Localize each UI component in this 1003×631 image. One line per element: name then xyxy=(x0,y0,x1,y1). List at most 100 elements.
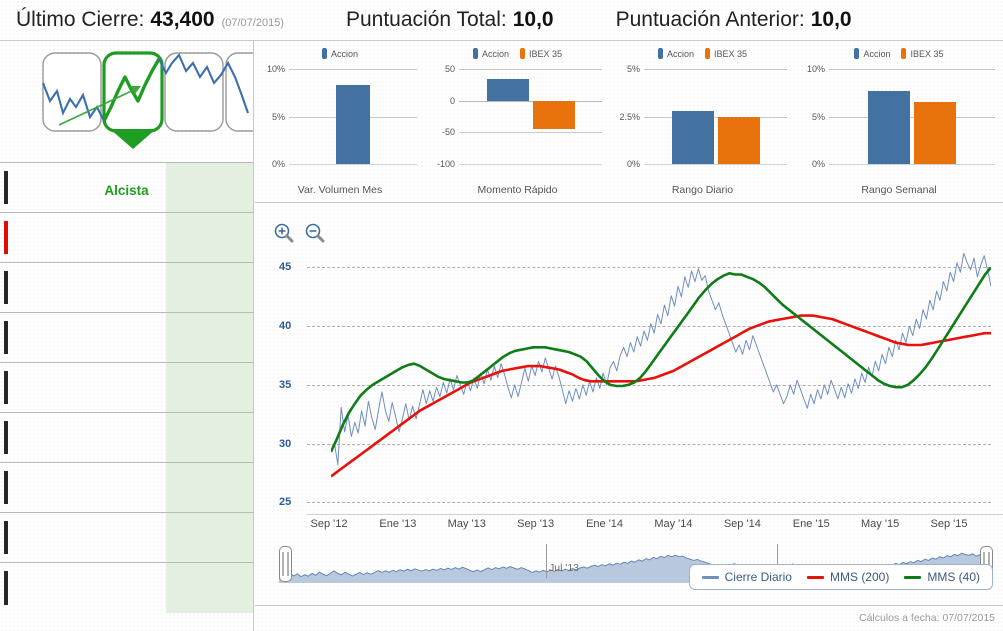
info-icon[interactable] xyxy=(144,512,166,563)
info-icon[interactable] xyxy=(144,312,166,363)
indicator-row[interactable] xyxy=(0,562,253,613)
indicator-row[interactable] xyxy=(0,412,253,463)
indicator-status-bar xyxy=(4,571,8,605)
zoom-out-icon[interactable] xyxy=(304,222,326,244)
indicator-name xyxy=(0,212,144,263)
indicator-row[interactable] xyxy=(0,462,253,513)
gridline: 10% xyxy=(807,64,995,74)
info-icon[interactable] xyxy=(144,162,166,213)
legend-item[interactable]: IBEX 35 xyxy=(901,48,944,59)
indicator-value xyxy=(166,412,253,463)
mini-chart-plot: -100 -50 0 50 xyxy=(437,64,602,169)
indicator-name xyxy=(0,562,144,613)
mini-charts-strip: Accion 0% 5% 10% Var. Volumen Mes Accion IBEX … xyxy=(255,42,1003,203)
trend-stage-widget xyxy=(0,41,285,161)
legend-item[interactable]: MMS (40) xyxy=(904,570,980,584)
indicator-name xyxy=(0,312,144,363)
navigator-handle-left[interactable] xyxy=(279,546,292,582)
info-icon[interactable] xyxy=(144,462,166,513)
indicator-name xyxy=(0,362,144,413)
x-axis-tick-label: Ene '15 xyxy=(792,518,830,530)
info-icon[interactable] xyxy=(144,212,166,263)
legend-label: Accion xyxy=(863,48,891,59)
navigator-tick xyxy=(546,544,547,578)
mini-chart: Accion IBEX 35 -100 -50 0 50 Momento Rápido xyxy=(425,42,610,202)
y-axis-tick-label: 5% xyxy=(626,64,640,74)
gridline xyxy=(307,443,991,445)
x-axis-tick-label: Sep '13 xyxy=(517,518,555,530)
legend-line-swatch xyxy=(806,575,824,579)
y-axis-tick-label: 10% xyxy=(266,64,285,74)
indicator-status-bar xyxy=(4,321,8,354)
gridline xyxy=(307,384,991,386)
legend-item[interactable]: IBEX 35 xyxy=(704,48,748,59)
bar[interactable] xyxy=(336,85,370,164)
legend-item[interactable]: Cierre Diario xyxy=(701,570,792,584)
last-close-value: 43,400 xyxy=(150,8,215,31)
legend-label: Accion xyxy=(666,48,694,59)
legend-item[interactable]: Accion xyxy=(657,48,694,59)
gridline xyxy=(307,267,991,269)
legend-label: Cierre Diario xyxy=(724,570,792,584)
info-icon[interactable] xyxy=(144,262,166,313)
gridline: -50 xyxy=(442,127,602,137)
legend-swatch xyxy=(321,48,327,59)
mini-chart-title: Momento Rápido xyxy=(477,184,558,196)
gridline: 0% xyxy=(272,159,417,169)
bar[interactable] xyxy=(717,117,760,164)
legend-item[interactable]: IBEX 35 xyxy=(519,48,562,59)
series-line xyxy=(331,266,991,453)
indicator-row[interactable] xyxy=(0,212,253,263)
indicator-row[interactable] xyxy=(0,162,253,213)
mini-chart-plot: 0% 5% 10% xyxy=(807,64,995,169)
trend-pointer-triangle xyxy=(110,129,156,149)
indicator-value xyxy=(166,512,253,563)
legend-item[interactable]: Accion xyxy=(472,48,509,59)
total-score-value: 10,0 xyxy=(512,8,554,31)
y-axis-tick-label: 30 xyxy=(279,437,292,450)
legend-item[interactable]: Accion xyxy=(321,48,358,59)
bar[interactable] xyxy=(914,102,956,164)
zoom-in-icon[interactable] xyxy=(273,222,295,244)
bar[interactable] xyxy=(486,78,529,101)
y-axis-tick-label: 2.5% xyxy=(619,111,640,122)
indicator-row[interactable] xyxy=(0,262,253,313)
gridline xyxy=(307,326,991,328)
info-icon[interactable] xyxy=(144,412,166,463)
indicator-name xyxy=(0,162,144,213)
x-axis-tick-label: Ene '14 xyxy=(586,518,624,530)
legend-swatch xyxy=(519,48,525,59)
bar[interactable] xyxy=(671,110,714,164)
legend-item[interactable]: MMS (200) xyxy=(806,570,889,584)
last-close-group: Último Cierre: 43,400 (07/07/2015) xyxy=(16,8,284,32)
indicator-row[interactable] xyxy=(0,362,253,413)
y-axis-tick-label: 25 xyxy=(279,496,292,509)
mini-chart-legend: Accion IBEX 35 xyxy=(425,48,610,59)
indicator-name xyxy=(0,262,144,313)
info-icon[interactable] xyxy=(144,562,166,613)
previous-score-group: Puntuación Anterior: 10,0 xyxy=(616,8,852,32)
legend-item[interactable]: Accion xyxy=(854,48,890,59)
indicator-status-bar xyxy=(4,521,8,554)
info-icon[interactable] xyxy=(144,362,166,413)
trend-stage-4[interactable] xyxy=(225,52,285,132)
y-axis-tick-label: 45 xyxy=(279,261,292,274)
series-line xyxy=(331,314,991,478)
legend-swatch xyxy=(901,48,907,59)
indicator-row[interactable] xyxy=(0,312,253,363)
main-plot-area[interactable]: 25 30 35 40 45 xyxy=(279,244,991,514)
bar[interactable] xyxy=(868,90,910,164)
legend-label: IBEX 35 xyxy=(713,48,748,59)
gridline: 0% xyxy=(627,159,787,169)
navigator-tick-label: Jul '13 xyxy=(549,562,580,574)
navigator-tick xyxy=(777,544,779,578)
legend-line-swatch xyxy=(904,575,922,579)
indicator-value xyxy=(166,262,253,313)
bar[interactable] xyxy=(532,100,575,130)
indicator-status-bar xyxy=(4,421,8,454)
handle-grip xyxy=(287,552,289,576)
indicator-row[interactable] xyxy=(0,512,253,563)
mini-chart-plot: 0% 5% 10% xyxy=(267,64,417,169)
y-axis-tick-label: 35 xyxy=(279,378,292,391)
